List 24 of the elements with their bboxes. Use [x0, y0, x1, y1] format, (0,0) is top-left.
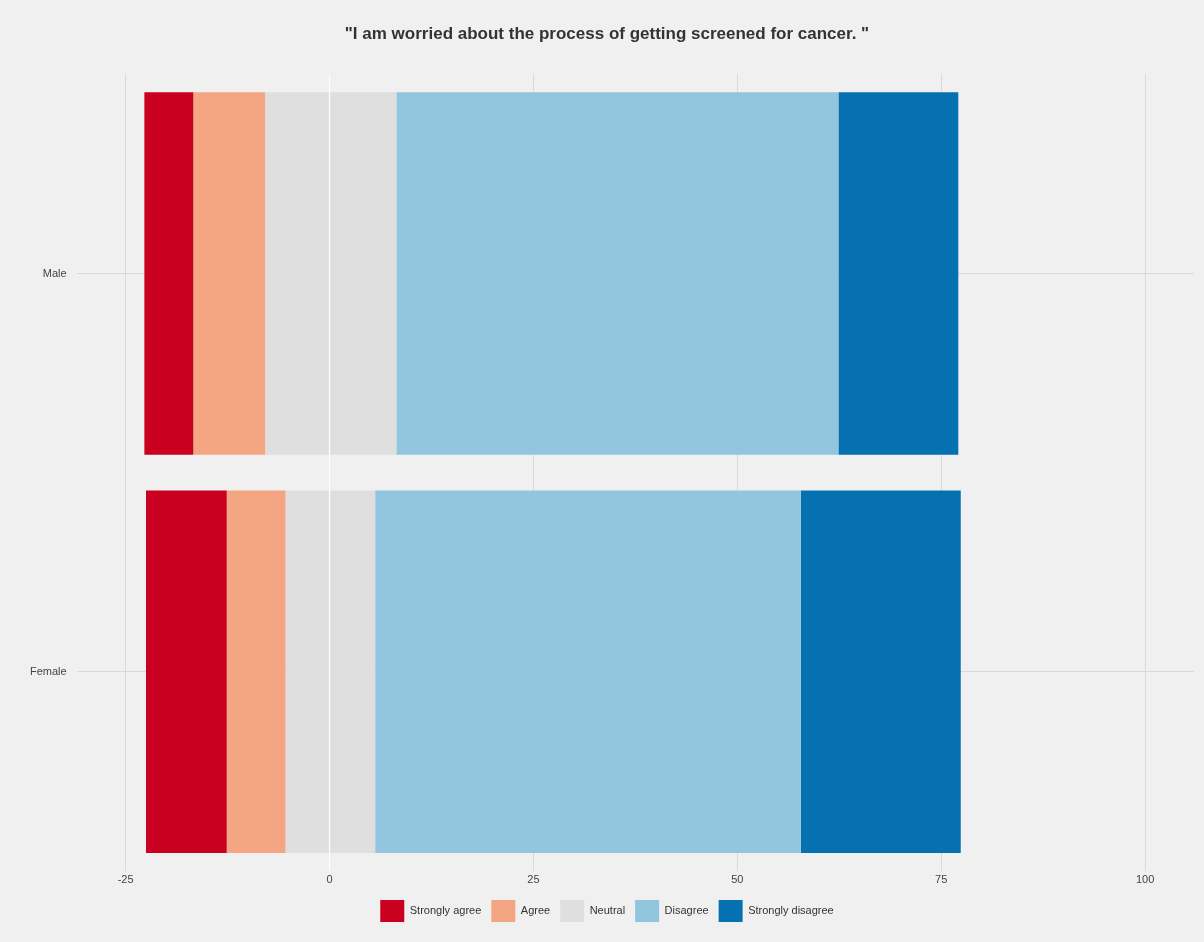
bar — [265, 92, 397, 455]
bar — [226, 490, 286, 853]
y-tick-label: Male — [42, 266, 67, 279]
bar — [146, 490, 227, 853]
legend-label: Strongly disagree — [748, 904, 834, 917]
legend-label: Agree — [520, 904, 551, 917]
bar — [285, 490, 376, 853]
legend-label: Neutral — [589, 904, 626, 917]
x-tick-label: 25 — [527, 873, 540, 886]
x-tick-label: 50 — [731, 873, 744, 886]
bar — [144, 92, 194, 455]
x-tick-label: -25 — [117, 873, 134, 886]
bar — [838, 92, 959, 455]
legend-label: Strongly agree — [409, 904, 482, 917]
x-tick-label: 75 — [935, 873, 948, 886]
bar — [193, 92, 266, 455]
y-tick-label: Female — [29, 664, 67, 677]
bar — [396, 92, 839, 455]
bar — [800, 490, 961, 853]
bar — [375, 490, 801, 853]
chart-title: "I am worried about the process of getting screened for cancer. " — [344, 23, 870, 43]
x-tick-label: 0 — [326, 873, 333, 886]
legend-label: Disagree — [664, 904, 709, 917]
x-tick-label: 100 — [1135, 873, 1155, 886]
